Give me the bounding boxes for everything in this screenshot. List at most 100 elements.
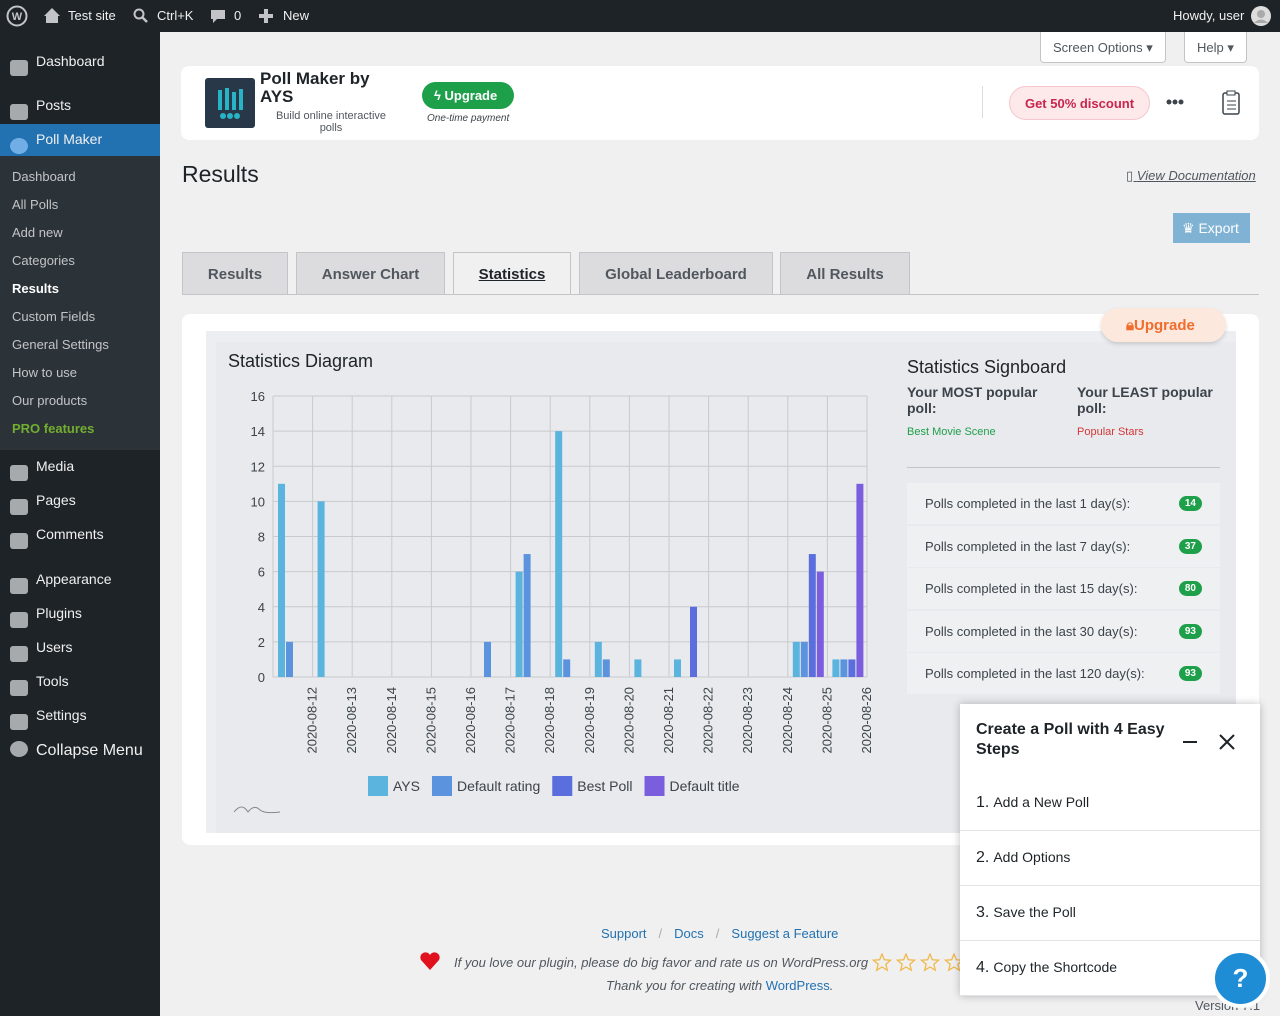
divider [982,86,983,118]
x-tick-label: 2020-08-13 [344,687,359,754]
menu-item[interactable]: Poll Maker [36,131,103,147]
plus-icon [259,9,273,23]
submenu-item[interactable]: Our products [12,393,88,408]
screen-options[interactable]: Screen Options ▾ [1040,32,1166,63]
menu-item[interactable]: Dashboard [36,53,105,69]
heart-icon [420,952,440,970]
tab[interactable]: Results [182,252,288,295]
page-title: Results [182,161,259,187]
tab[interactable]: All Results [780,252,910,295]
thanks-end: . [829,978,834,993]
menu-item[interactable]: Users [36,639,73,655]
export-button[interactable]: ♛ Export [1173,213,1250,243]
tab[interactable]: Statistics [453,252,571,295]
tab[interactable]: Global Leaderboard [579,252,773,295]
menu-item[interactable]: Comments [36,526,104,542]
wordpress-link[interactable]: WordPress [765,978,830,993]
most-value: Best Movie Scene [907,426,996,438]
new-link[interactable]: New [283,8,310,23]
step-number: 3. [976,904,990,921]
menu-item[interactable]: Plugins [36,605,82,621]
steps-popup: Create a Poll with 4 Easy Steps 1. Add a … [960,704,1260,996]
popup-step[interactable]: 2. Add Options [960,831,1260,886]
site-link[interactable]: Test site [68,8,116,23]
footer-link[interactable]: Support [601,926,647,941]
submenu-item[interactable]: Dashboard [12,169,76,184]
help-button[interactable]: ? [1211,949,1270,1008]
y-tick-label: 8 [258,530,265,545]
more-menu[interactable] [1166,99,1184,105]
submenu-item[interactable]: PRO features [12,421,95,436]
stat-label: Polls completed in the last 15 day(s): [925,581,1138,596]
most-label: Your MOST popular poll: [907,384,1038,416]
menu-item[interactable]: Pages [36,492,76,508]
submenu-item[interactable]: Categories [12,253,75,268]
y-tick-label: 10 [251,494,265,509]
popup-step[interactable]: 3. Save the Poll [960,886,1260,941]
bar [848,659,856,677]
signboard-title: Statistics Signboard [907,357,1067,377]
wp-logo[interactable]: W [6,5,28,27]
tab[interactable]: Answer Chart [296,252,445,295]
x-tick-label: 2020-08-12 [305,687,320,754]
menu-item[interactable]: Media [36,458,75,474]
menu-icon [10,499,28,515]
upgrade-button[interactable]: ϟ Upgrade [422,82,514,109]
discount-button[interactable]: Get 50% discount [1009,86,1150,120]
menu-icon [10,533,28,549]
submenu-item[interactable]: Results [12,281,59,296]
popup-step[interactable]: 1. Add a New Poll [960,776,1260,831]
submenu-item[interactable]: General Settings [12,337,109,352]
admin-bar: W Test site Ctrl+K 0 New Howdy, user [0,0,1280,32]
popup-controls [1183,734,1235,750]
footer-link[interactable]: Docs [674,926,704,941]
menu-item[interactable]: Appearance [36,571,112,587]
step-text: Add a New Poll [993,794,1090,810]
bar [634,659,642,677]
legend-swatch [431,776,452,796]
rating-stars[interactable] [872,953,972,973]
submenu-item[interactable]: All Polls [12,197,59,212]
close[interactable] [1219,734,1235,750]
active-menu-bg [0,124,160,156]
bar [594,641,602,677]
popup-title: Create a Poll with 4 Easy Steps [976,721,1165,758]
pro-upgrade-button[interactable]: 🔒︎Upgrade [1101,308,1226,342]
documentation-label: View Documentation [1136,168,1256,183]
submenu-item[interactable]: How to use [12,365,78,380]
x-tick-label: 2020-08-14 [384,687,399,754]
documentation-link[interactable]: ▯ View Documentation [1126,168,1256,183]
submenu-item[interactable]: Custom Fields [12,309,96,324]
menu-item[interactable]: Tools [36,673,69,689]
bar [816,571,824,677]
upgrade-label: Upgrade [444,88,498,103]
plugin-header: Poll Maker by AYS Build online interacti… [181,66,1259,140]
bar [278,483,285,677]
changelog-icon[interactable] [1221,90,1241,116]
separator: / [715,926,720,941]
bar [484,641,491,677]
bar [840,659,848,677]
stat-label: Polls completed in the last 1 day(s): [925,496,1131,511]
footer-link[interactable]: Suggest a Feature [731,926,839,941]
stat-label: Polls completed in the last 7 day(s): [925,538,1131,554]
search-shortcut[interactable]: Ctrl+K [157,8,194,23]
help-tab[interactable]: Help ▾ [1184,32,1247,63]
popup-step[interactable]: 4. Copy the Shortcode [960,941,1260,996]
screen-options-label: Screen Options [1053,40,1143,55]
x-tick-label: 2020-08-21 [661,687,676,754]
x-tick-label: 2020-08-23 [740,687,755,754]
collapse-menu[interactable]: Collapse Menu [36,742,143,759]
rate-text: If you love our plugin, please do big fa… [454,955,869,970]
submenu-item[interactable]: Add new [12,225,63,240]
greeting[interactable]: Howdy, user [1173,8,1245,23]
pro-upgrade-label: Upgrade [1133,317,1195,334]
menu-item[interactable]: Posts [36,97,72,113]
export-label: Export [1198,220,1239,236]
search-icon [133,8,148,23]
comment-count[interactable]: 0 [234,8,242,23]
menu-item[interactable]: Settings [36,707,87,723]
svg-text:W: W [12,11,23,23]
y-tick-label: 0 [258,670,265,685]
x-tick-label: 2020-08-24 [780,687,795,754]
